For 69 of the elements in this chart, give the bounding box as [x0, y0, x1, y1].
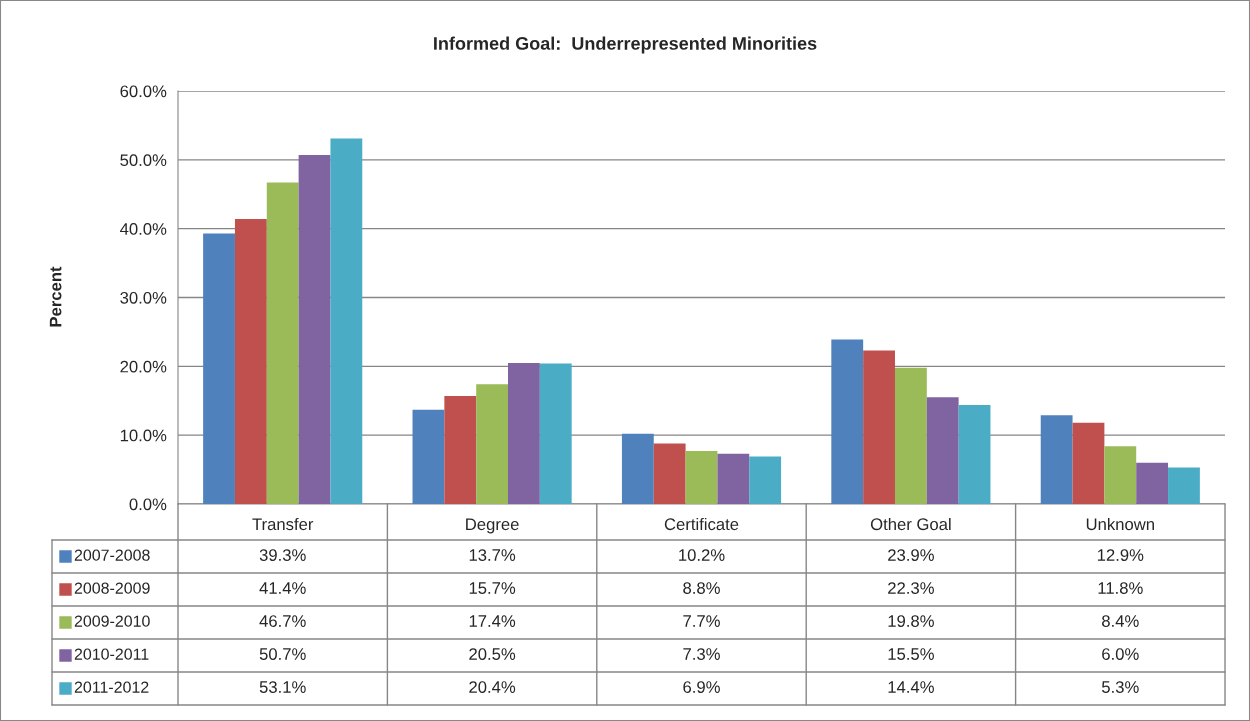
data-label: 41.4% — [259, 582, 306, 594]
data-label: 17.4% — [469, 615, 516, 627]
bar — [266, 182, 299, 504]
legend-label: 2011-2012 — [74, 681, 149, 693]
bar — [476, 384, 509, 504]
data-label: 50.7% — [259, 648, 306, 660]
bar — [621, 433, 654, 504]
bar — [234, 219, 267, 504]
data-label: 22.3% — [888, 582, 934, 594]
x-tick-label: Degree — [466, 518, 519, 534]
data-label: 11.8% — [1098, 582, 1143, 594]
bar — [1104, 446, 1137, 504]
bar — [412, 409, 445, 504]
data-label: 20.5% — [469, 648, 516, 660]
x-tick-label: Transfer — [252, 517, 314, 531]
data-label: 8.8% — [683, 582, 720, 594]
data-label: 6.0% — [1102, 648, 1139, 660]
bar — [508, 362, 540, 504]
bar — [330, 138, 363, 504]
bar — [1040, 415, 1073, 504]
bar — [926, 397, 959, 504]
data-label: 8.4% — [1102, 615, 1139, 627]
data-label: 23.9% — [888, 549, 934, 561]
bar — [298, 155, 331, 504]
data-label: 19.8% — [888, 615, 934, 627]
bar — [1072, 422, 1105, 504]
data-label: 14.4% — [888, 681, 934, 693]
bar — [1136, 462, 1169, 504]
bar — [863, 350, 895, 504]
legend-label: 2010-2011 — [74, 648, 149, 660]
data-label: 20.4% — [469, 681, 516, 693]
x-tick-label: Unknown — [1086, 517, 1154, 531]
data-label: 10.2% — [679, 549, 725, 561]
bar — [444, 395, 477, 504]
bar — [203, 233, 235, 504]
y-tick-label: 60.0% — [120, 85, 167, 98]
data-label: 53.1% — [259, 681, 306, 693]
data-label: 13.7% — [469, 549, 516, 561]
bar — [894, 367, 927, 504]
bar — [717, 453, 750, 504]
legend-label: 2008-2009 — [74, 582, 150, 594]
y-axis-title: Percent — [49, 266, 62, 327]
data-label: 5.3% — [1101, 681, 1139, 693]
bar — [749, 456, 782, 504]
bar — [653, 443, 686, 504]
legend-label: 2009-2010 — [74, 615, 150, 627]
bar — [539, 363, 572, 504]
y-tick-label: 20.0% — [120, 360, 167, 373]
x-tick-label: Certificate — [664, 517, 739, 531]
data-label: 39.3% — [259, 549, 306, 561]
y-tick-label: 10.0% — [120, 429, 167, 442]
data-label: 12.9% — [1097, 549, 1144, 561]
chart-title: Informed Goal: Underrepresented Minorities — [434, 36, 817, 54]
data-label: 46.7% — [259, 615, 306, 627]
data-label: 7.7% — [683, 615, 720, 627]
legend-label: 2007-2008 — [74, 549, 150, 561]
data-label: 6.9% — [683, 681, 720, 693]
data-label: 7.3% — [683, 648, 720, 660]
bar — [1168, 467, 1200, 504]
data-label: 15.5% — [888, 648, 934, 660]
data-label: 15.7% — [469, 582, 516, 594]
y-tick-label: 50.0% — [120, 154, 167, 167]
bar — [958, 404, 991, 504]
x-tick-label: Other Goal — [870, 517, 951, 531]
bar — [685, 451, 718, 504]
bar — [831, 339, 864, 504]
y-tick-label: 30.0% — [120, 291, 167, 304]
y-tick-label: 0.0% — [129, 498, 167, 511]
y-tick-label: 40.0% — [120, 223, 167, 235]
